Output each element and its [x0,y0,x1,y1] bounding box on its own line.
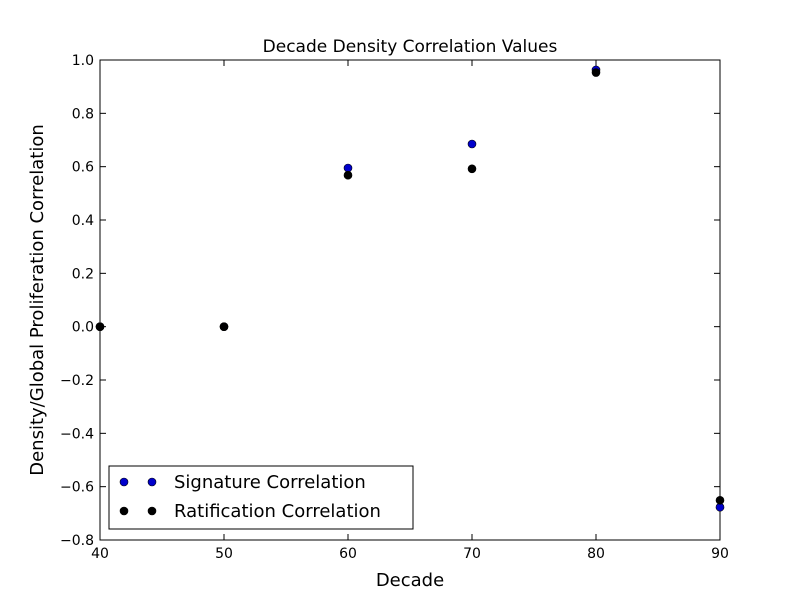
legend-box [108,465,414,530]
y-tick-label: −0.4 [60,426,94,442]
x-tick-label: 50 [215,546,233,562]
x-tick-label: 90 [711,546,729,562]
y-tick-label: −0.8 [60,533,94,549]
data-point-ratification [219,322,229,331]
legend-label: Ratification Correlation [174,501,381,522]
x-tick-label: 60 [339,546,357,562]
y-tick-label: 1.0 [72,53,94,69]
legend-marker [119,506,129,516]
plot-area [99,59,721,541]
y-tick-label: 0.2 [72,266,94,282]
plot-frame [99,59,721,541]
y-tick-label: 0.6 [72,160,94,176]
data-point-signature [467,139,477,149]
y-tick-label: 0.4 [72,213,94,229]
x-tick-label: 40 [91,546,109,562]
x-tick-label: 70 [463,546,481,562]
data-point-ratification [591,68,601,77]
legend-marker [119,477,129,487]
legend-marker [147,477,157,487]
legend-label: Signature Correlation [174,472,366,493]
y-tick-label: 0.8 [72,106,94,122]
data-point-ratification [467,164,477,174]
y-tick-label: −0.2 [60,373,94,389]
data-point-ratification [715,495,725,505]
y-axis-title: Density/Global Proliferation Correlation [27,124,48,476]
data-point-signature [343,163,353,173]
legend-marker [147,506,157,516]
data-point-ratification [343,170,353,180]
axis-ticks: 40 50 60 70 80 90 −0.8 −0.6 −0.4 −0.2 0.0 0.2 0.4 0.6… [60,53,729,562]
legend: Signature Correlation Ratification Correl… [108,465,414,530]
y-tick-label: −0.6 [60,480,94,496]
data-point-ratification [95,322,105,331]
x-tick-label: 80 [587,546,605,562]
chart-title: Decade Density Correlation Values [263,37,558,57]
y-tick-label: 0.0 [72,320,94,336]
x-axis-title: Decade [376,570,444,591]
data-points [95,65,725,512]
